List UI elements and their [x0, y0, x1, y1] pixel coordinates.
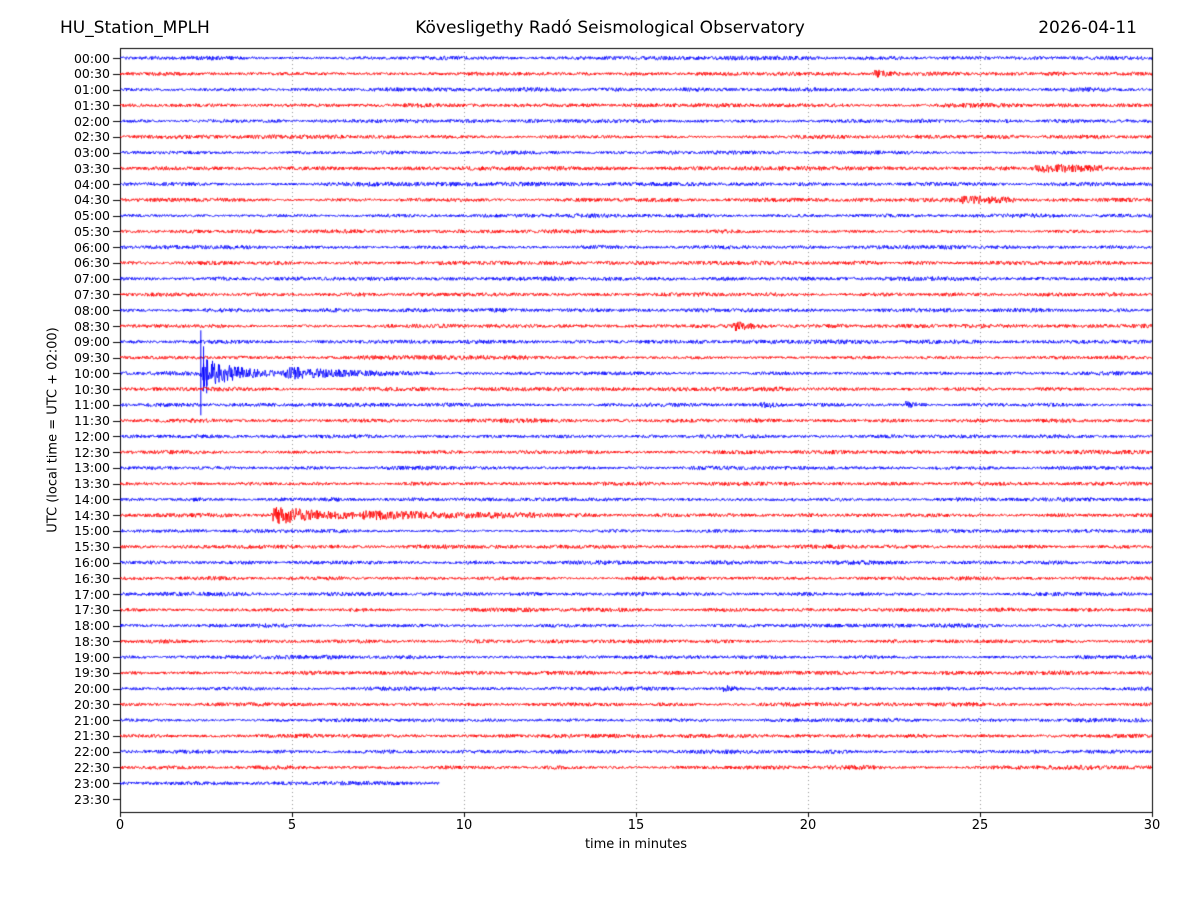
y-tick-label: 06:30: [73, 255, 110, 271]
y-tick-label: 05:00: [73, 208, 110, 224]
y-tick-label: 07:00: [73, 271, 110, 287]
y-tick-label: 07:30: [73, 286, 110, 302]
y-tick-label: 10:00: [73, 365, 110, 381]
y-tick-label: 13:00: [73, 460, 110, 476]
y-tick-label: 21:00: [73, 712, 110, 728]
y-tick-label: 17:30: [73, 602, 110, 618]
x-tick-label: 25: [971, 818, 989, 833]
x-tick-label: 20: [799, 818, 817, 833]
x-tick-label: 5: [287, 818, 297, 833]
y-tick-label: 13:30: [73, 476, 110, 492]
date-title: 2026-04-11: [1038, 18, 1137, 38]
y-tick-label: 01:30: [73, 97, 110, 113]
y-tick-label: 01:00: [73, 82, 110, 98]
y-tick-label: 19:30: [73, 665, 110, 681]
y-tick-label: 08:00: [73, 302, 110, 318]
x-tick-label: 15: [627, 818, 645, 833]
y-tick-label: 00:00: [73, 50, 110, 66]
y-tick-label: 02:00: [73, 113, 110, 129]
station-title: HU_Station_MPLH: [60, 18, 210, 38]
y-tick-label: 16:00: [73, 555, 110, 570]
x-tick-label: 10: [455, 818, 473, 833]
y-tick-label: 14:30: [73, 507, 110, 523]
y-tick-label: 09:00: [73, 334, 110, 350]
y-tick-label: 10:30: [73, 381, 110, 397]
y-tick-label: 02:30: [73, 129, 110, 145]
y-tick-label: 20:30: [73, 696, 110, 712]
observatory-title: Kövesligethy Radó Seismological Observat…: [415, 18, 805, 38]
x-tick-label: 0: [115, 818, 125, 833]
y-tick-label: 23:00: [73, 775, 110, 791]
y-tick-label: 04:00: [73, 176, 110, 192]
y-tick-label: 04:30: [73, 192, 110, 208]
y-tick-label: 12:00: [73, 428, 110, 444]
y-tick-label: 09:30: [73, 350, 110, 366]
y-tick-label: 23:30: [73, 791, 110, 807]
y-tick-label: 22:00: [73, 744, 110, 760]
y-tick-label: 16:30: [73, 570, 110, 586]
y-tick-label: 17:00: [73, 586, 110, 602]
y-tick-label: 08:30: [73, 318, 110, 334]
y-tick-label: 14:00: [73, 491, 110, 507]
y-tick-label: 00:30: [73, 66, 110, 82]
y-tick-label: 15:00: [73, 523, 110, 539]
y-tick-label: 11:00: [73, 397, 110, 413]
y-tick-label: 18:30: [73, 633, 110, 649]
y-tick-label: 03:30: [73, 160, 110, 176]
y-tick-label: 20:00: [73, 681, 110, 697]
y-tick-label: 12:30: [73, 444, 110, 460]
x-tick-label: 30: [1143, 818, 1161, 833]
y-tick-label: 21:30: [73, 728, 110, 744]
y-tick-label: 19:00: [73, 649, 110, 665]
y-tick-label: 22:30: [73, 759, 110, 775]
x-axis-label: time in minutes: [584, 837, 688, 852]
y-tick-label: 05:30: [73, 223, 110, 239]
y-tick-label: 18:00: [73, 618, 110, 634]
y-tick-label: 15:30: [73, 539, 110, 555]
y-tick-label: 11:30: [73, 413, 110, 429]
y-tick-label: 06:00: [73, 239, 110, 255]
y-tick-label: 03:00: [73, 145, 110, 161]
